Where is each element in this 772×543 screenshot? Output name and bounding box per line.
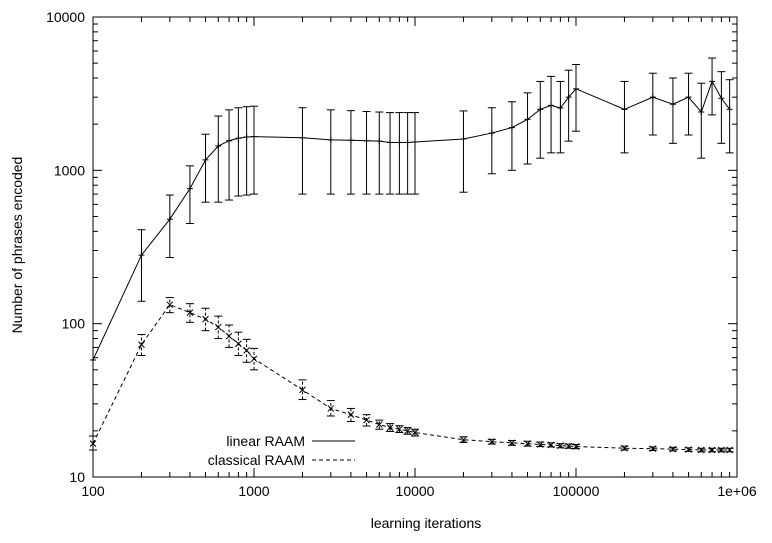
- data-point-classical-raam: [572, 443, 580, 450]
- data-point-linear-raam: [186, 185, 193, 192]
- data-point-linear-raam: [299, 134, 306, 141]
- data-point-linear-raam: [488, 130, 495, 137]
- y-tick-label: 100: [62, 316, 86, 332]
- x-tick-label: 100: [81, 483, 105, 499]
- legend-label-linear-raam: linear RAAM: [226, 433, 305, 449]
- data-point-classical-raam: [460, 436, 467, 444]
- data-point-linear-raam: [166, 216, 173, 223]
- data-point-classical-raam: [89, 440, 97, 448]
- x-tick-label: 10000: [396, 483, 435, 499]
- data-point-classical-raam: [718, 446, 725, 454]
- data-point-classical-raam: [547, 441, 555, 449]
- data-point-classical-raam: [697, 446, 705, 454]
- data-point-classical-raam: [299, 386, 306, 394]
- data-point-classical-raam: [186, 309, 194, 316]
- x-axis-title: learning iterations: [371, 515, 482, 531]
- data-point-classical-raam: [235, 340, 242, 348]
- data-point-linear-raam: [363, 137, 370, 144]
- data-point-classical-raam: [649, 445, 657, 453]
- series-line-linear-raam: [92, 80, 731, 361]
- data-point-linear-raam: [202, 156, 209, 163]
- x-tick-label: 100000: [553, 483, 600, 499]
- series-layer: [89, 57, 734, 454]
- data-point-classical-raam: [685, 446, 692, 453]
- data-point-classical-raam: [396, 425, 403, 433]
- data-point-classical-raam: [508, 439, 516, 447]
- series-classical-raam: [89, 297, 734, 454]
- data-point-linear-raam: [726, 106, 733, 113]
- data-point-classical-raam: [138, 341, 145, 348]
- data-point-classical-raam: [726, 446, 733, 454]
- data-point-linear-raam: [460, 136, 467, 143]
- data-point-classical-raam: [166, 301, 174, 309]
- data-point-linear-raam: [698, 109, 705, 116]
- data-point-classical-raam: [202, 315, 209, 323]
- data-point-linear-raam: [396, 139, 403, 146]
- data-point-linear-raam: [508, 124, 515, 131]
- data-point-linear-raam: [251, 133, 257, 140]
- data-point-classical-raam: [386, 424, 394, 431]
- data-point-classical-raam: [411, 429, 419, 436]
- data-point-linear-raam: [649, 94, 656, 101]
- y-tick-label: 1000: [54, 162, 85, 178]
- data-point-classical-raam: [404, 427, 411, 435]
- data-point-linear-raam: [235, 135, 242, 142]
- x-tick-label: 1e+06: [717, 483, 757, 499]
- data-point-linear-raam: [90, 356, 96, 363]
- data-point-classical-raam: [557, 442, 564, 450]
- data-point-linear-raam: [548, 102, 555, 109]
- data-point-linear-raam: [557, 104, 564, 111]
- data-point-linear-raam: [215, 143, 222, 150]
- y-tick-label: 10000: [46, 9, 85, 25]
- data-point-linear-raam: [573, 85, 579, 92]
- data-point-linear-raam: [243, 133, 250, 140]
- data-point-linear-raam: [565, 94, 572, 101]
- legend-label-classical-raam: classical RAAM: [208, 452, 305, 468]
- data-point-classical-raam: [363, 416, 370, 424]
- data-point-linear-raam: [685, 94, 692, 101]
- data-point-classical-raam: [243, 346, 250, 354]
- data-point-classical-raam: [708, 446, 716, 454]
- data-point-classical-raam: [250, 355, 258, 363]
- data-point-classical-raam: [347, 411, 355, 419]
- data-point-linear-raam: [387, 139, 394, 146]
- data-point-linear-raam: [709, 78, 716, 85]
- data-point-linear-raam: [524, 116, 531, 123]
- y-tick-label: 10: [69, 469, 85, 485]
- data-point-linear-raam: [621, 106, 628, 113]
- data-point-linear-raam: [669, 101, 676, 108]
- y-axis-title: Number of phrases encoded: [9, 157, 25, 334]
- data-point-linear-raam: [327, 136, 334, 143]
- data-point-linear-raam: [537, 106, 544, 113]
- data-point-classical-raam: [536, 441, 544, 448]
- data-point-linear-raam: [138, 252, 145, 259]
- data-point-linear-raam: [412, 139, 418, 146]
- data-point-classical-raam: [524, 440, 531, 448]
- data-point-classical-raam: [225, 332, 233, 340]
- data-point-linear-raam: [347, 137, 354, 144]
- data-point-classical-raam: [565, 442, 572, 450]
- data-point-linear-raam: [404, 139, 411, 146]
- data-point-classical-raam: [375, 421, 383, 428]
- x-tick-label: 1000: [238, 483, 269, 499]
- data-point-classical-raam: [327, 405, 335, 412]
- data-point-classical-raam: [214, 323, 222, 331]
- data-point-classical-raam: [488, 438, 496, 446]
- data-point-classical-raam: [621, 444, 628, 452]
- data-point-classical-raam: [669, 445, 677, 453]
- data-point-linear-raam: [376, 138, 383, 145]
- data-point-linear-raam: [226, 137, 233, 144]
- series-linear-raam: [90, 57, 734, 363]
- legend: linear RAAM classical RAAM: [208, 433, 355, 468]
- data-point-linear-raam: [718, 95, 725, 102]
